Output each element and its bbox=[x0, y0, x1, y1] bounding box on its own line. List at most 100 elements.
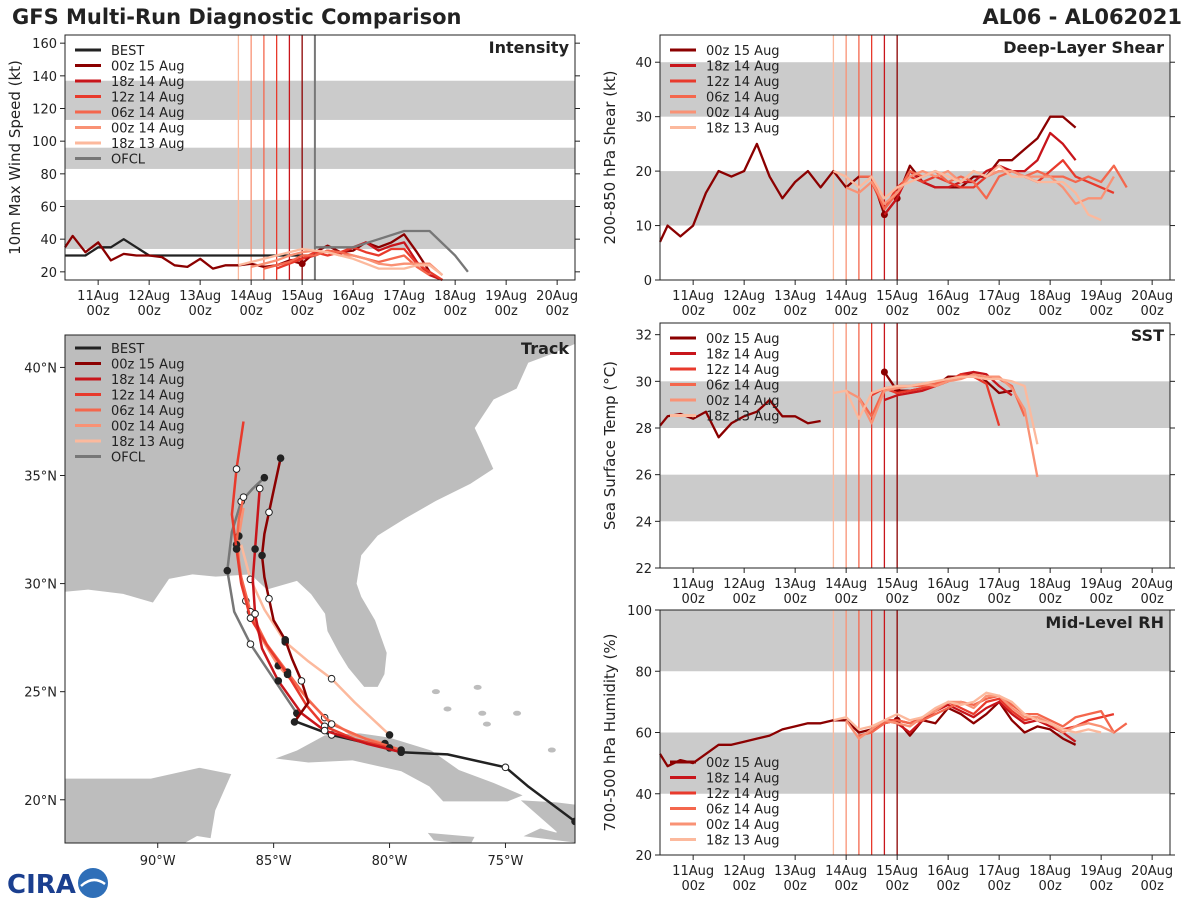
x-tick-label: 12Aug bbox=[723, 864, 765, 879]
legend-label: 18z 13 Aug bbox=[111, 137, 185, 152]
x-tick-sublabel: 00z bbox=[783, 304, 807, 319]
x-tick-sublabel: 00z bbox=[188, 304, 212, 319]
legend-label: 06z 14 Aug bbox=[111, 106, 185, 121]
x-tick-label: 15Aug bbox=[876, 289, 918, 304]
y-tick-label: 40°N bbox=[24, 361, 57, 376]
threshold-band bbox=[660, 732, 1170, 794]
x-tick-sublabel: 00z bbox=[1038, 592, 1062, 607]
y-tick-label: 40 bbox=[40, 233, 57, 248]
track-point bbox=[265, 594, 273, 603]
track-point bbox=[251, 545, 259, 553]
y-tick-label: 20 bbox=[635, 165, 652, 180]
y-tick-label: 30 bbox=[635, 111, 652, 126]
panel-intensity: 2040608010012014016011Aug00z12Aug00z13Au… bbox=[6, 34, 580, 319]
x-tick-sublabel: 00z bbox=[443, 304, 467, 319]
track-point bbox=[397, 748, 405, 757]
track-point bbox=[232, 465, 241, 473]
x-tick-label: 14Aug bbox=[825, 289, 867, 304]
track-point bbox=[223, 566, 232, 575]
panel-title: Mid-Level RH bbox=[1045, 613, 1164, 632]
legend-label: 12z 14 Aug bbox=[111, 91, 185, 106]
legend-label: OFCL bbox=[111, 153, 146, 168]
map-area bbox=[65, 335, 575, 843]
legend-label: 12z 14 Aug bbox=[111, 389, 185, 404]
y-tick-label: 0 bbox=[644, 274, 652, 289]
track-line bbox=[296, 720, 575, 823]
track-point bbox=[327, 720, 336, 728]
land-cuba bbox=[273, 732, 526, 803]
y-tick-label: 22 bbox=[635, 562, 652, 577]
land-bahamas bbox=[513, 710, 522, 716]
y-tick-label: 30°N bbox=[24, 578, 57, 593]
series-line bbox=[833, 691, 1102, 734]
x-tick-label: 17Aug bbox=[978, 864, 1020, 879]
x-tick-label: 18Aug bbox=[1029, 864, 1071, 879]
y-tick-label: 100 bbox=[627, 604, 652, 619]
track-point bbox=[239, 493, 248, 501]
series-line bbox=[858, 164, 1128, 211]
x-tick-label: 75°W bbox=[488, 854, 524, 869]
legend-label: 00z 15 Aug bbox=[706, 756, 780, 771]
x-tick-label: 19Aug bbox=[1080, 577, 1122, 592]
track-point bbox=[276, 454, 285, 463]
x-tick-sublabel: 00z bbox=[681, 592, 705, 607]
y-tick-label: 80 bbox=[635, 665, 652, 680]
data-point bbox=[880, 368, 888, 376]
legend-label: 00z 14 Aug bbox=[706, 106, 780, 121]
x-tick-sublabel: 00z bbox=[885, 879, 909, 894]
x-tick-sublabel: 00z bbox=[86, 304, 110, 319]
series-line bbox=[263, 249, 431, 277]
track-point bbox=[255, 484, 264, 493]
land-bahamas bbox=[482, 721, 491, 727]
x-tick-sublabel: 00z bbox=[137, 304, 161, 319]
x-tick-sublabel: 00z bbox=[1140, 879, 1164, 894]
x-tick-sublabel: 00z bbox=[885, 304, 909, 319]
y-tick-label: 80 bbox=[40, 168, 57, 183]
x-tick-label: 16Aug bbox=[332, 289, 374, 304]
x-tick-sublabel: 00z bbox=[885, 592, 909, 607]
track-point bbox=[320, 726, 329, 735]
x-tick-sublabel: 00z bbox=[783, 879, 807, 894]
x-tick-label: 15Aug bbox=[876, 577, 918, 592]
data-point bbox=[298, 260, 306, 268]
legend-label: 00z 15 Aug bbox=[111, 358, 185, 373]
land-jamaica bbox=[425, 831, 477, 843]
x-tick-sublabel: 00z bbox=[1038, 879, 1062, 894]
page-title: GFS Multi-Run Diagnostic Comparison bbox=[12, 5, 462, 29]
legend-label: 06z 14 Aug bbox=[706, 91, 780, 106]
x-tick-sublabel: 00z bbox=[545, 304, 569, 319]
threshold-band bbox=[65, 80, 575, 120]
legend-label: 12z 14 Aug bbox=[706, 75, 780, 90]
track-point bbox=[385, 731, 394, 739]
series-line bbox=[845, 694, 1115, 740]
legend-label: 18z 14 Aug bbox=[706, 348, 780, 363]
legend-label: 18z 13 Aug bbox=[706, 834, 780, 849]
storm-id: AL06 - AL062021 bbox=[982, 5, 1183, 29]
series-line bbox=[659, 700, 1077, 768]
track-point bbox=[251, 610, 259, 618]
x-tick-label: 16Aug bbox=[927, 577, 969, 592]
y-tick-label: 60 bbox=[635, 727, 652, 742]
track-point bbox=[283, 670, 292, 679]
x-tick-sublabel: 00z bbox=[681, 304, 705, 319]
plot-frame bbox=[659, 322, 1171, 569]
y-tick-label: 120 bbox=[32, 103, 57, 118]
threshold-band bbox=[65, 199, 575, 249]
cira-logo: CIRA bbox=[5, 865, 115, 905]
land-bahamas bbox=[478, 710, 487, 716]
y-tick-label: 25°N bbox=[24, 686, 57, 701]
plot-frame bbox=[659, 34, 1171, 281]
legend-label: 18z 13 Aug bbox=[111, 435, 185, 450]
logo-graphic: CIRA bbox=[7, 868, 108, 900]
x-tick-label: 14Aug bbox=[825, 577, 867, 592]
y-tick-label: 30 bbox=[635, 375, 652, 390]
x-tick-label: 11Aug bbox=[672, 577, 714, 592]
x-tick-sublabel: 00z bbox=[987, 879, 1011, 894]
panel-sst: 22242628303211Aug00z12Aug00z13Aug00z14Au… bbox=[601, 322, 1175, 607]
x-tick-sublabel: 00z bbox=[732, 592, 756, 607]
panel-track: 90°W 85°W 80°W 75°W 20°N 25°N 30°N 35°N 40°N Trac… bbox=[24, 334, 576, 869]
plot-frame bbox=[64, 34, 576, 281]
x-tick-label: 18Aug bbox=[1029, 289, 1071, 304]
y-tick-label: 160 bbox=[32, 37, 57, 52]
